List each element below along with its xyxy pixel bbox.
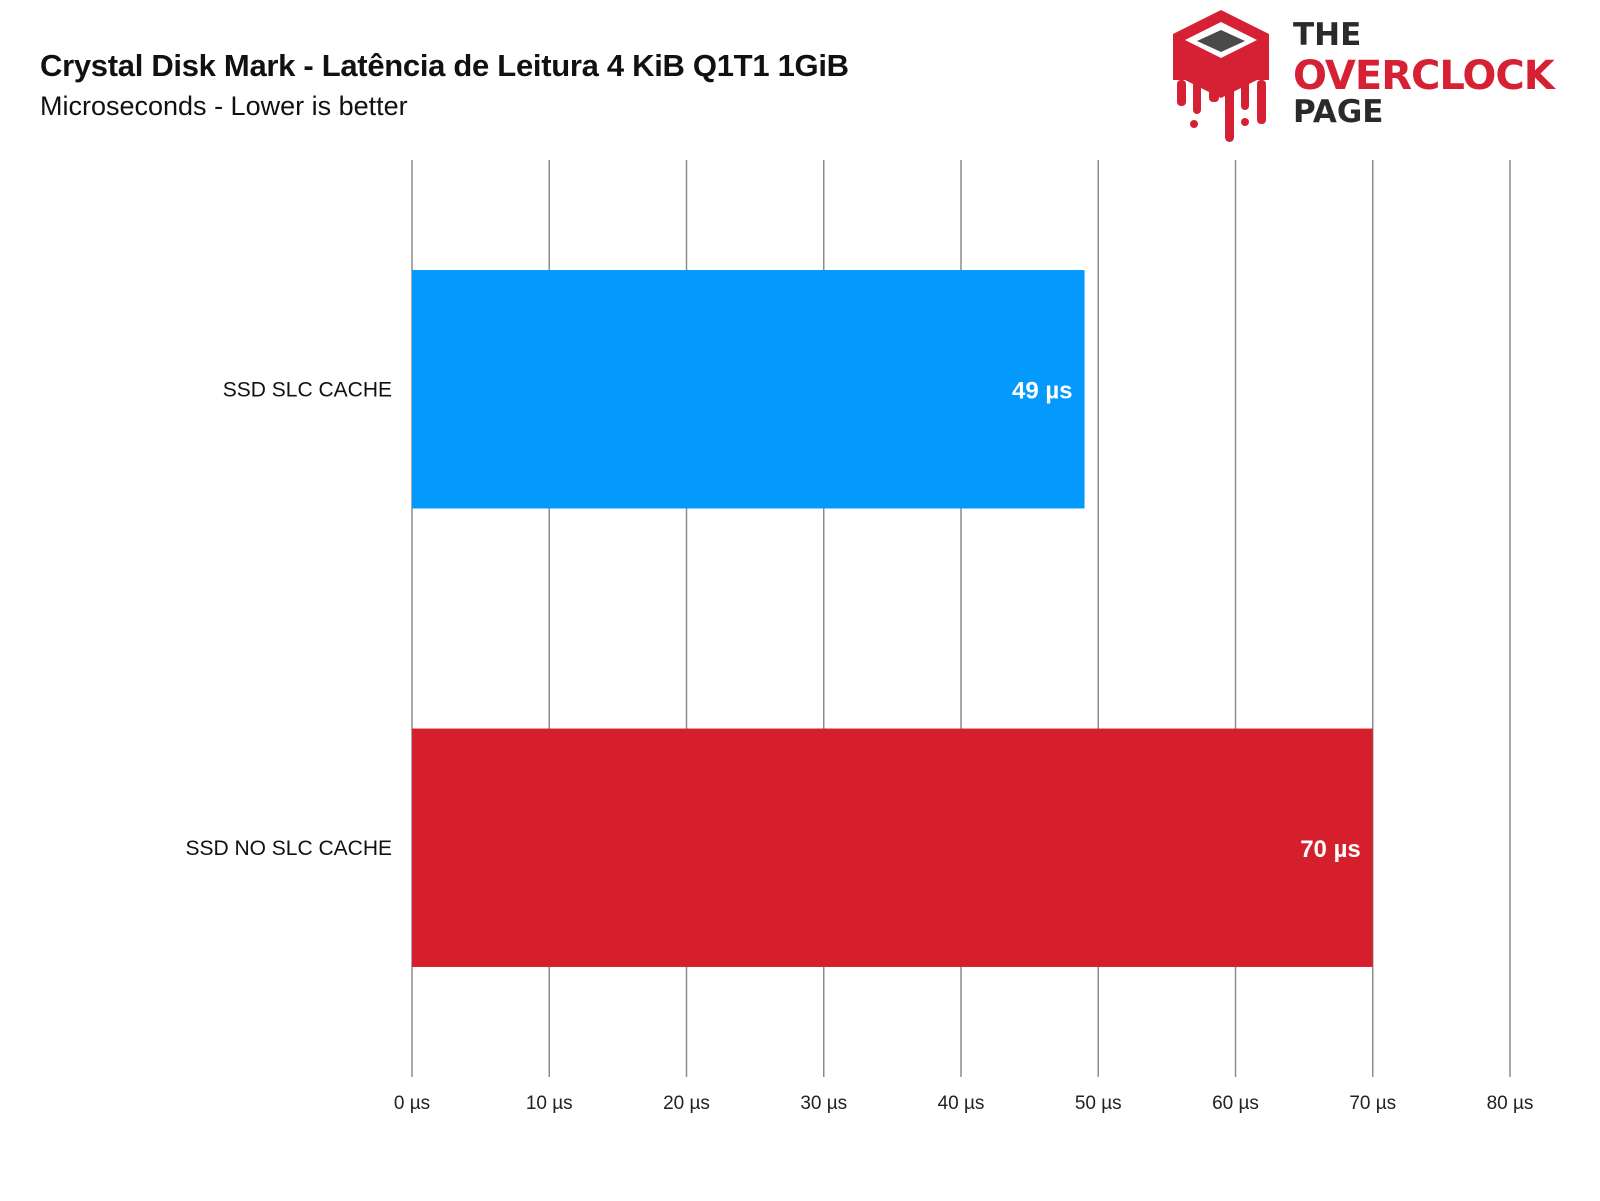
x-tick-label: 50 µs	[1075, 1093, 1122, 1114]
x-tick-label: 20 µs	[663, 1093, 710, 1114]
x-tick-label: 30 µs	[800, 1093, 847, 1114]
chart-subtitle: Microseconds - Lower is better	[40, 91, 408, 121]
logo-text-page: PAGE	[1293, 94, 1384, 130]
bar	[412, 270, 1085, 509]
x-tick-label: 60 µs	[1212, 1093, 1259, 1114]
x-tick-label: 40 µs	[938, 1093, 985, 1114]
data-label: 49 µs	[1012, 377, 1073, 404]
bar	[412, 728, 1373, 967]
category-label: SSD NO SLC CACHE	[185, 837, 392, 860]
logo-chip-icon	[1173, 10, 1269, 142]
logo-text-overclock: OVERCLOCK	[1293, 53, 1555, 99]
data-label: 70 µs	[1300, 836, 1361, 863]
overclock-page-logo: THE OVERCLOCK PAGE	[1165, 4, 1565, 154]
x-tick-label: 10 µs	[526, 1093, 573, 1114]
logo-text-the: THE	[1293, 17, 1362, 53]
x-tick-label: 0 µs	[394, 1093, 430, 1114]
category-label: SSD SLC CACHE	[223, 378, 392, 401]
chart-title: Crystal Disk Mark - Latência de Leitura …	[40, 48, 849, 83]
x-tick-label: 80 µs	[1487, 1093, 1534, 1114]
x-tick-label: 70 µs	[1349, 1093, 1396, 1114]
